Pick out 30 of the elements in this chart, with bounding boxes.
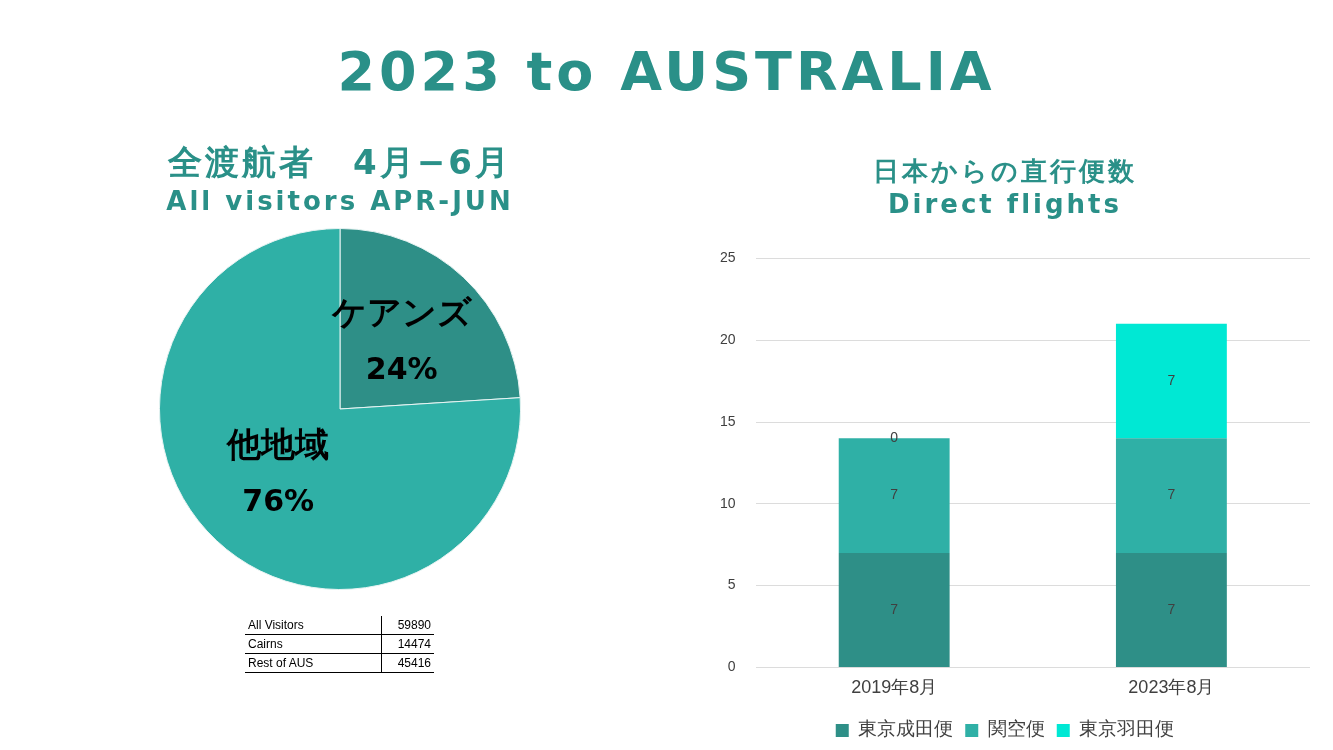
legend-label: 関空便 — [987, 717, 1045, 740]
chart-subtitle: All visitors APR-JUN — [165, 186, 515, 216]
data-label: 7 — [1167, 486, 1176, 503]
y-tick-label: 10 — [719, 494, 736, 511]
slice-label: 他地域 — [226, 423, 330, 464]
data-label: 76% — [242, 482, 315, 518]
legend-label: 東京成田便 — [858, 717, 954, 740]
text: Rest of AUS — [245, 653, 382, 673]
data-label: 7 — [890, 486, 899, 503]
y-tick-label: 0 — [727, 658, 736, 675]
y-tick-label: 5 — [727, 576, 736, 593]
text: Cairns — [245, 634, 382, 654]
legend-label: 東京羽田便 — [1079, 717, 1175, 740]
data-label: 24% — [365, 351, 438, 387]
text: All Visitors — [245, 616, 382, 635]
text: 2023 to AUSTRALIA — [336, 40, 997, 103]
chart-subtitle: Direct flights — [887, 189, 1123, 219]
text: 14474 — [381, 634, 434, 654]
x-tick-label: 2019年8月 — [851, 677, 938, 698]
y-tick-label: 15 — [719, 412, 736, 429]
chart-title: 全渡航者 4月−6月 — [167, 141, 513, 184]
y-tick-label: 20 — [719, 331, 736, 348]
text: 45416 — [381, 653, 434, 673]
text: 59890 — [381, 616, 434, 635]
x-tick-label: 2023年8月 — [1128, 677, 1215, 698]
data-label: 7 — [1167, 600, 1176, 617]
data-label: 7 — [1167, 371, 1176, 388]
data-label: 7 — [890, 600, 899, 617]
chart-title: 日本からの直行便数 — [872, 155, 1138, 188]
y-tick-label: 25 — [719, 249, 736, 266]
